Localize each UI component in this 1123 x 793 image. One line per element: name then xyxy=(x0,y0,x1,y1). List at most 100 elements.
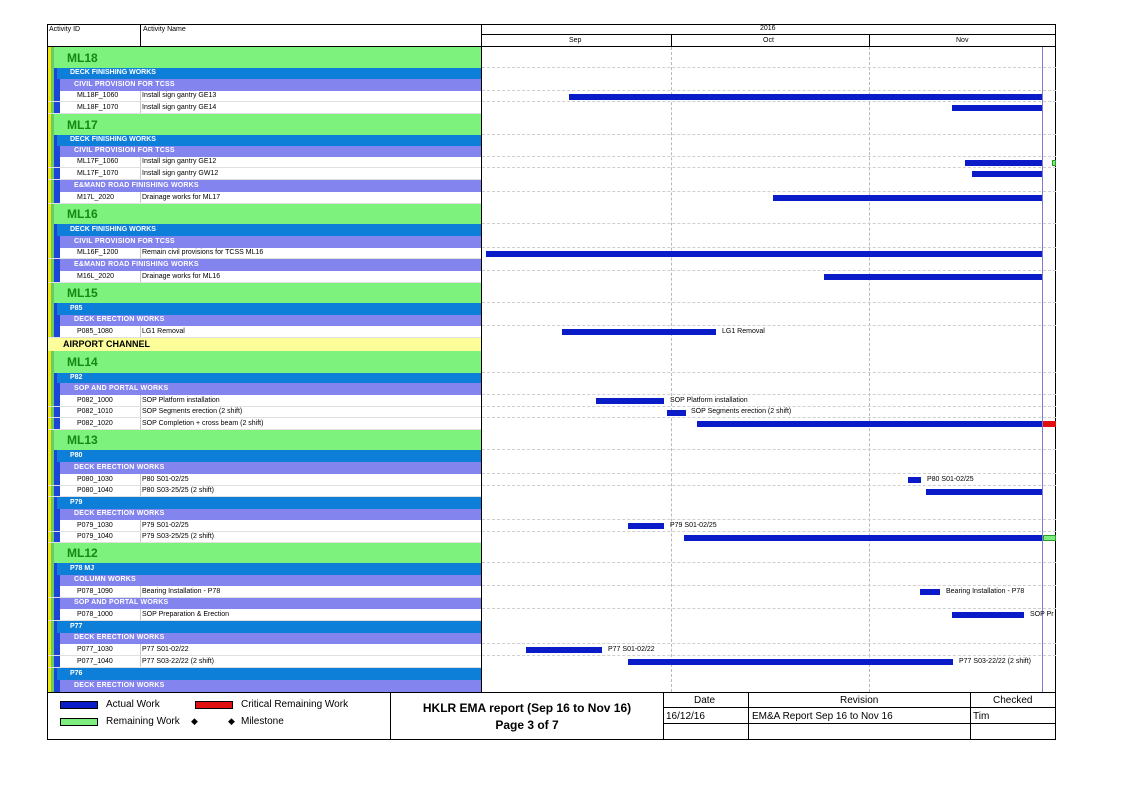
wbs-group-row[interactable]: E&MAND ROAD FINISHING WORKS xyxy=(48,259,481,271)
activity-row[interactable]: P079_1030 P79 S01-02/25 xyxy=(48,520,481,532)
activity-row[interactable]: ML18F_1060 Install sign gantry GE13 xyxy=(48,91,481,102)
wbs-group-row[interactable]: P76 xyxy=(48,668,481,680)
wbs-group-row[interactable]: ML16 xyxy=(48,204,481,224)
activity-id: P077_1040 xyxy=(77,657,113,665)
wbs-group-row[interactable]: ML12 xyxy=(48,543,481,563)
wbs-group-row[interactable]: DECK ERECTION WORKS xyxy=(48,462,481,474)
wbs-level-strip xyxy=(54,668,57,680)
wbs-group-row[interactable]: P85 xyxy=(48,303,481,315)
wbs-group-row[interactable]: DECK ERECTION WORKS xyxy=(48,680,481,692)
wbs-group-row[interactable]: COLUMN WORKS xyxy=(48,575,481,586)
activity-row[interactable]: P078_1000 SOP Preparation & Erection xyxy=(48,609,481,621)
wbs-group-row[interactable]: ML15 xyxy=(48,283,481,303)
wbs-group-row[interactable]: E&MAND ROAD FINISHING WORKS xyxy=(48,180,481,192)
wbs-level-strip xyxy=(48,509,51,520)
wbs-level-strip xyxy=(54,168,57,179)
activity-row[interactable]: ML17F_1070 Install sign gantry GW12 xyxy=(48,168,481,180)
wbs-group-row[interactable]: DECK ERECTION WORKS xyxy=(48,633,481,644)
actual-work-bar[interactable] xyxy=(628,659,953,665)
wbs-level-strip xyxy=(54,621,57,633)
activity-row[interactable]: P082_1000 SOP Platform installation xyxy=(48,395,481,407)
actual-work-bar[interactable] xyxy=(628,523,664,529)
wbs-level-strip xyxy=(48,271,51,282)
wbs-level-strip xyxy=(48,633,51,644)
actual-work-bar[interactable] xyxy=(972,171,1042,177)
activity-row[interactable]: M16L_2020 Drainage works for ML16 xyxy=(48,271,481,283)
wbs-group-row[interactable]: DECK ERECTION WORKS xyxy=(48,509,481,520)
actual-work-bar[interactable] xyxy=(667,410,686,416)
activity-row[interactable]: ML17F_1060 Install sign gantry GE12 xyxy=(48,157,481,168)
wbs-group-row[interactable]: CIVIL PROVISION FOR TCSS xyxy=(48,146,481,157)
actual-work-bar[interactable] xyxy=(684,535,1042,541)
wbs-group-row[interactable]: P77 xyxy=(48,621,481,633)
activity-row[interactable]: P078_1090 Bearing Installation - P78 xyxy=(48,586,481,598)
wbs-group-row[interactable]: ML17 xyxy=(48,114,481,135)
wbs-group-row[interactable]: DECK FINISHING WORKS xyxy=(48,68,481,79)
actual-work-bar[interactable] xyxy=(824,274,1042,280)
remaining-work-bar[interactable] xyxy=(1043,535,1056,541)
activity-row[interactable]: ML18F_1070 Install sign gantry GE14 xyxy=(48,102,481,114)
wbs-group-row[interactable]: P82 xyxy=(48,373,481,383)
actual-work-bar[interactable] xyxy=(920,589,940,595)
critical-remaining-bar[interactable] xyxy=(1043,421,1056,427)
wbs-group-row[interactable]: ML13 xyxy=(48,430,481,450)
wbs-group-row[interactable]: ML14 xyxy=(48,351,481,373)
activity-id: P079_1040 xyxy=(77,533,113,540)
wbs-level-strip xyxy=(57,474,60,485)
activity-row[interactable]: P077_1040 P77 S03-22/22 (2 shift) xyxy=(48,656,481,668)
wbs-group-row[interactable]: P79 xyxy=(48,497,481,509)
wbs-level-strip xyxy=(51,91,54,101)
wbs-group-row[interactable]: DECK ERECTION WORKS xyxy=(48,315,481,326)
actual-work-bar[interactable] xyxy=(952,105,1042,111)
activity-name: SOP Completion + cross beam (2 shift) xyxy=(142,419,264,427)
wbs-group-row[interactable]: P78 MJ xyxy=(48,563,481,575)
wbs-group-row[interactable]: SOP AND PORTAL WORKS xyxy=(48,383,481,395)
wbs-group-row[interactable]: SOP AND PORTAL WORKS xyxy=(48,598,481,609)
activity-name-header[interactable]: Activity Name xyxy=(143,26,186,33)
wbs-group-row[interactable]: DECK FINISHING WORKS xyxy=(48,224,481,236)
wbs-group-row[interactable]: P80 xyxy=(48,450,481,462)
actual-work-bar[interactable] xyxy=(562,329,716,335)
footer-table-col xyxy=(748,692,749,740)
wbs-level-strip xyxy=(51,450,54,462)
wbs-level-strip xyxy=(48,418,51,429)
column-separator xyxy=(140,192,141,203)
actual-work-bar[interactable] xyxy=(569,94,1042,100)
actual-work-bar[interactable] xyxy=(526,647,602,653)
activity-name: Bearing Installation - P78 xyxy=(142,587,221,595)
actual-work-bar[interactable] xyxy=(965,160,1042,166)
activity-id-header[interactable]: Activity ID xyxy=(49,26,81,33)
actual-work-bar[interactable] xyxy=(908,477,921,483)
activity-row[interactable]: P080_1030 P80 S01-02/25 xyxy=(48,474,481,486)
wbs-group-row[interactable]: CIVIL PROVISION FOR TCSS xyxy=(48,79,481,91)
actual-work-bar[interactable] xyxy=(486,251,1042,257)
column-separator xyxy=(140,407,141,417)
wbs-group-row[interactable]: CIVIL PROVISION FOR TCSS xyxy=(48,236,481,248)
remaining-work-bar[interactable] xyxy=(1052,160,1056,166)
timeline-row-gridline xyxy=(482,101,1056,102)
activity-row[interactable]: ML16F_1200 Remain civil provisions for TC… xyxy=(48,248,481,259)
wbs-level-strip xyxy=(51,271,54,282)
activity-row[interactable]: P082_1020 SOP Completion + cross beam (2 … xyxy=(48,418,481,430)
wbs-group-row[interactable]: AIRPORT CHANNEL xyxy=(48,338,481,351)
activity-row[interactable]: P079_1040 P79 S03-25/25 (2 shift) xyxy=(48,532,481,543)
activity-row[interactable]: P085_1080 LG1 Removal xyxy=(48,326,481,338)
wbs-group-row[interactable]: ML18 xyxy=(48,47,481,68)
activity-row[interactable]: P077_1030 P77 S01-02/22 xyxy=(48,644,481,656)
activity-row[interactable]: P082_1010 SOP Segments erection (2 shift) xyxy=(48,407,481,418)
activity-row[interactable]: P080_1040 P80 S03-25/25 (2 shift) xyxy=(48,486,481,497)
wbs-group-row[interactable]: DECK FINISHING WORKS xyxy=(48,135,481,146)
wbs-level-strip xyxy=(51,180,54,192)
month-divider xyxy=(869,35,870,46)
actual-work-bar[interactable] xyxy=(926,489,1042,495)
actual-work-bar[interactable] xyxy=(697,421,1042,427)
wbs-level-strip xyxy=(54,236,57,248)
actual-work-bar[interactable] xyxy=(596,398,664,404)
actual-work-bar[interactable] xyxy=(952,612,1024,618)
wbs-level-strip xyxy=(54,91,57,101)
wbs-level-strip xyxy=(54,656,57,667)
actual-work-bar[interactable] xyxy=(773,195,1042,201)
wbs-label: ML16 xyxy=(67,207,98,221)
activity-row[interactable]: M17L_2020 Drainage works for ML17 xyxy=(48,192,481,204)
report-title: HKLR EMA report (Sep 16 to Nov 16) xyxy=(422,701,632,715)
